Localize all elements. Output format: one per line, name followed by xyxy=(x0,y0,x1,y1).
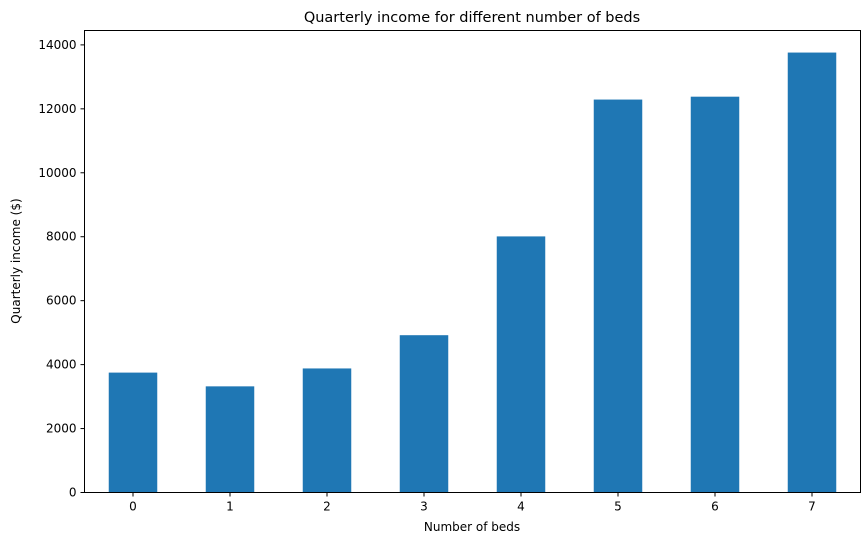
x-tick-label: 6 xyxy=(711,500,719,514)
bar-6 xyxy=(690,96,740,493)
x-tick-label: 4 xyxy=(517,500,525,514)
x-axis-ticks: 0 1 2 3 4 5 6 7 xyxy=(129,492,816,514)
bar-1 xyxy=(205,386,255,493)
bar-7 xyxy=(787,52,837,493)
bar-5 xyxy=(593,99,643,493)
x-tick-label: 5 xyxy=(614,500,622,514)
y-tick-label: 14000 xyxy=(38,38,76,52)
x-tick-label: 0 xyxy=(129,500,137,514)
x-tick-label: 1 xyxy=(226,500,234,514)
x-axis-label: Number of beds xyxy=(424,520,520,534)
bar-3 xyxy=(399,335,449,493)
chart-title: Quarterly income for different number of… xyxy=(304,10,640,26)
y-tick-label: 0 xyxy=(69,486,77,500)
bars-group xyxy=(108,52,837,493)
y-tick-label: 2000 xyxy=(46,422,77,436)
y-tick-label: 8000 xyxy=(46,230,77,244)
y-tick-label: 4000 xyxy=(46,358,77,372)
y-tick-label: 10000 xyxy=(38,166,76,180)
bar-4 xyxy=(496,236,546,493)
x-tick-label: 7 xyxy=(808,500,816,514)
y-axis-ticks: 0 2000 4000 6000 8000 10000 12000 14000 xyxy=(38,38,85,500)
y-axis-label: Quarterly income ($) xyxy=(9,198,23,323)
plot-frame xyxy=(84,30,861,493)
y-tick-label: 12000 xyxy=(38,102,76,116)
y-tick-label: 6000 xyxy=(46,294,77,308)
bar-0 xyxy=(108,372,158,493)
x-tick-label: 2 xyxy=(323,500,331,514)
x-tick-label: 3 xyxy=(420,500,428,514)
bar-2 xyxy=(302,368,352,493)
